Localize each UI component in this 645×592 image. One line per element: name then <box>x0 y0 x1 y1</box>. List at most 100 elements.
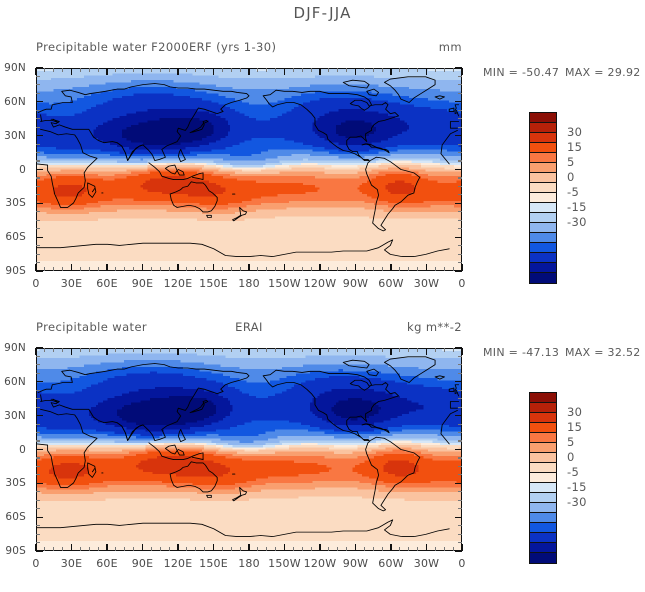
x-axis-label: 120E <box>163 277 193 290</box>
x-axis-label: 0 <box>32 277 40 290</box>
y-tick-minor <box>458 219 462 221</box>
colorbar-tick-label: 15 <box>567 420 583 434</box>
x-tick-minor <box>372 547 374 551</box>
panel-top-title: Precipitable water F2000ERF (yrs 1-30) <box>36 40 277 54</box>
y-tick-minor <box>458 389 462 391</box>
y-tick-major <box>455 482 462 484</box>
x-tick-minor <box>257 348 259 352</box>
x-tick-minor <box>372 267 374 271</box>
y-tick-minor <box>458 355 462 357</box>
x-tick-minor <box>204 68 206 72</box>
y-tick-minor <box>36 194 40 196</box>
x-tick-minor <box>310 348 312 352</box>
x-tick-minor <box>133 348 135 352</box>
x-tick-major <box>283 348 286 355</box>
x-tick-minor <box>328 547 330 551</box>
x-tick-minor <box>168 547 170 551</box>
x-tick-minor <box>133 547 135 551</box>
x-tick-minor <box>337 348 339 352</box>
x-tick-major <box>390 68 392 75</box>
x-tick-major <box>70 264 73 271</box>
x-tick-minor <box>443 267 445 271</box>
x-tick-minor <box>301 547 303 551</box>
x-tick-minor <box>452 267 454 271</box>
x-tick-minor <box>399 547 401 551</box>
x-tick-minor <box>363 547 365 551</box>
y-tick-minor <box>458 211 462 213</box>
colorbar-swatch <box>530 123 556 133</box>
x-tick-major <box>319 264 321 271</box>
x-tick-major <box>70 68 73 75</box>
y-tick-minor <box>458 160 462 162</box>
x-tick-major <box>106 264 108 271</box>
x-tick-minor <box>124 68 126 72</box>
x-tick-major <box>141 68 144 75</box>
x-axis-label: 0 <box>458 277 466 290</box>
y-tick-minor <box>36 440 40 442</box>
x-tick-major <box>248 68 250 75</box>
y-tick-minor <box>36 177 40 179</box>
y-tick-minor <box>36 118 40 120</box>
y-tick-minor <box>36 364 40 366</box>
x-tick-minor <box>133 267 135 271</box>
x-tick-minor <box>124 348 126 352</box>
y-tick-minor <box>36 508 40 510</box>
x-tick-minor <box>79 267 81 271</box>
x-axis-label: 60E <box>96 277 118 290</box>
colorbar-swatch <box>530 543 556 553</box>
y-tick-minor <box>36 185 40 187</box>
colorbar-swatch <box>530 423 556 433</box>
x-axis-label: 30W <box>413 557 440 570</box>
x-tick-major <box>212 264 215 271</box>
y-tick-minor <box>36 465 40 467</box>
x-tick-minor <box>417 348 419 352</box>
x-tick-minor <box>372 348 374 352</box>
x-tick-major <box>106 544 108 551</box>
x-tick-minor <box>115 68 117 72</box>
x-tick-minor <box>310 68 312 72</box>
x-tick-minor <box>204 348 206 352</box>
x-tick-minor <box>124 547 126 551</box>
x-tick-major <box>319 68 321 75</box>
x-tick-minor <box>328 68 330 72</box>
y-tick-minor <box>458 499 462 501</box>
y-tick-minor <box>458 261 462 264</box>
panel-top-map <box>36 68 462 271</box>
x-tick-minor <box>53 267 55 271</box>
y-tick-minor <box>458 152 462 154</box>
x-tick-major <box>390 348 392 355</box>
x-tick-minor <box>337 547 339 551</box>
y-tick-major <box>455 448 462 451</box>
panel-bottom-title: Precipitable water <box>36 320 148 334</box>
y-tick-major <box>455 550 462 552</box>
x-tick-major <box>35 264 37 271</box>
y-tick-major <box>36 516 43 518</box>
x-tick-minor <box>328 267 330 271</box>
x-tick-minor <box>363 68 365 72</box>
x-tick-minor <box>452 348 454 352</box>
y-tick-minor <box>458 440 462 442</box>
y-tick-minor <box>458 465 462 467</box>
x-tick-major <box>354 68 357 75</box>
x-tick-minor <box>399 267 401 271</box>
y-axis-label: 60S <box>5 231 26 244</box>
x-tick-major <box>248 348 250 355</box>
x-tick-major <box>319 348 321 355</box>
x-tick-major <box>70 348 73 355</box>
y-tick-minor <box>458 177 462 179</box>
x-tick-minor <box>44 348 46 352</box>
y-tick-major <box>36 101 43 103</box>
y-tick-major <box>36 168 43 171</box>
y-tick-minor <box>36 160 40 162</box>
colorbar-swatch <box>530 143 556 153</box>
colorbar-swatch <box>530 273 556 283</box>
x-tick-major <box>177 68 179 75</box>
x-tick-minor <box>381 68 383 72</box>
colorbar-swatch <box>530 513 556 523</box>
colorbar-tick-label: 30 <box>567 125 583 139</box>
y-tick-minor <box>458 508 462 510</box>
y-tick-minor <box>458 126 462 128</box>
y-tick-major <box>455 381 462 383</box>
x-tick-major <box>141 544 144 551</box>
x-tick-major <box>390 544 392 551</box>
